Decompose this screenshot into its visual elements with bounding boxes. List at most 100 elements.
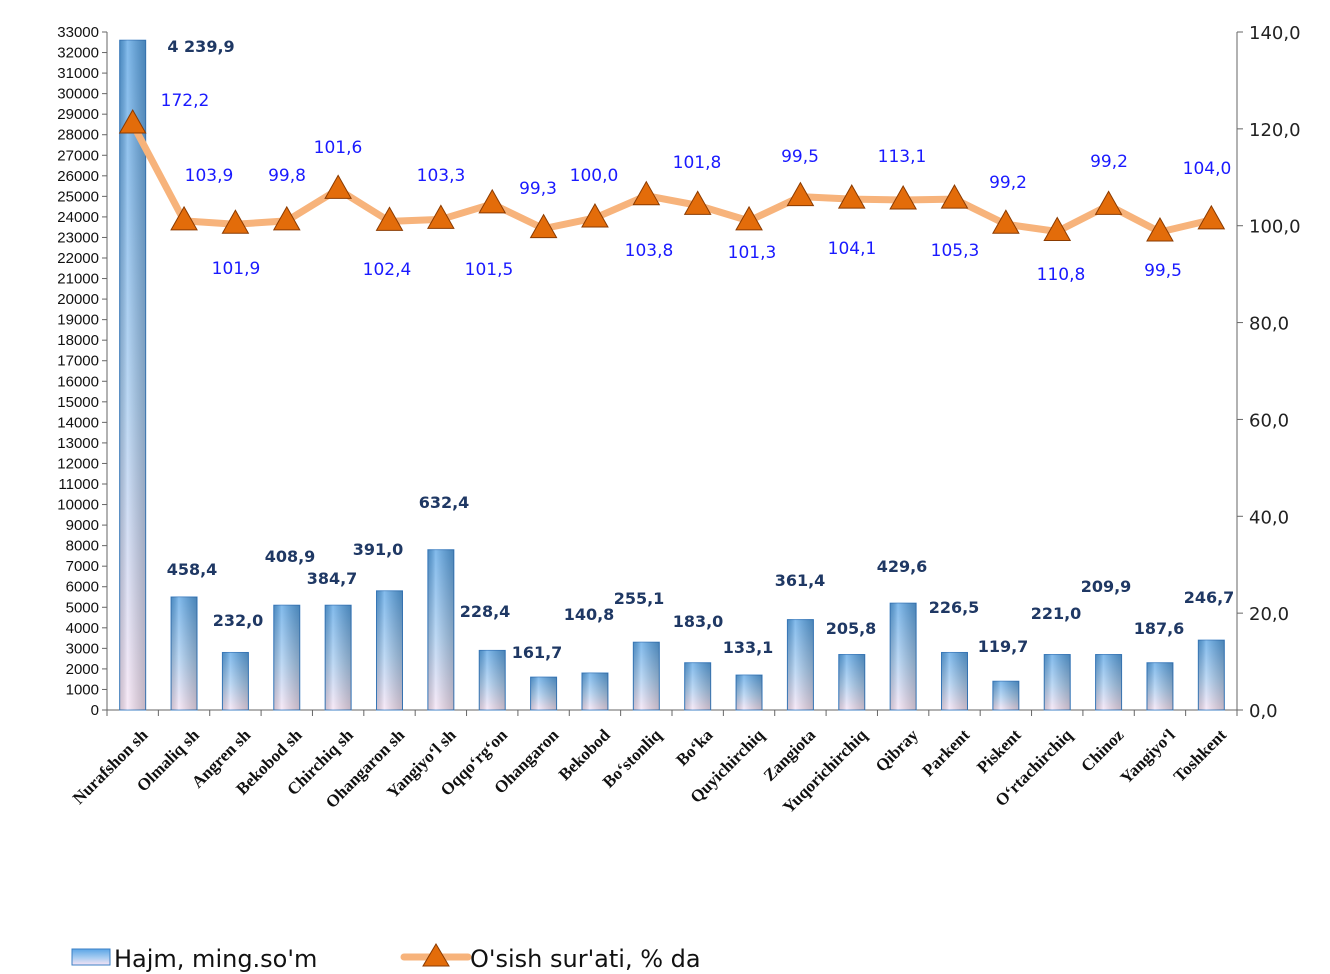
data-labels: 4 239,9 458,4 232,0 408,9 384,7 391,0 632,4 228… <box>161 37 1235 662</box>
line-marker <box>1094 190 1123 215</box>
bar-shade <box>1198 640 1225 710</box>
line-data-label: 110,8 <box>1037 265 1086 285</box>
legend: Hajm, ming.so'm O'sish sur'ati, % da <box>71 943 701 973</box>
x-tick-label: Bo‘ka <box>672 725 717 770</box>
line-marker <box>786 181 815 207</box>
bar-shade <box>1044 654 1071 710</box>
line-data-label: 99,8 <box>268 166 306 186</box>
bar-data-label: 221,0 <box>1031 604 1082 623</box>
y-tick-label-left: 14000 <box>57 414 99 431</box>
y-tick-label-left: 4000 <box>66 620 99 637</box>
y-tick-label-left: 32000 <box>57 45 99 62</box>
bar-series <box>119 39 1225 711</box>
y-tick-label-right: 120,0 <box>1249 120 1301 141</box>
line-marker <box>992 209 1020 234</box>
y-tick-label-left: 8000 <box>66 538 99 555</box>
line-marker <box>170 205 198 231</box>
y-tick-label-left: 11000 <box>58 476 99 493</box>
line-marker <box>1197 204 1226 230</box>
y-tick-label-left: 7000 <box>66 558 99 575</box>
bar-data-label: 361,4 <box>775 571 826 590</box>
line-data-label: 100,0 <box>570 166 619 186</box>
bar-data-label: 458,4 <box>167 560 218 579</box>
line-data-label: 113,1 <box>878 147 927 167</box>
bar-shade <box>736 675 763 710</box>
bar-data-label: 632,4 <box>419 493 470 512</box>
y-tick-label-left: 27000 <box>57 147 99 164</box>
legend-line-marker <box>422 943 450 967</box>
line-marker <box>940 184 969 209</box>
bar-shade <box>530 677 557 710</box>
bar-shade <box>273 605 300 710</box>
y-tick-label-left: 19000 <box>57 312 99 329</box>
y-tick-label-left: 33000 <box>57 24 99 41</box>
line-marker <box>272 205 301 231</box>
y-tick-label-right: 40,0 <box>1249 507 1289 528</box>
y-tick-label-left: 30000 <box>57 86 99 103</box>
y-tick-label-left: 16000 <box>57 373 99 390</box>
bar-data-label: 140,8 <box>564 605 615 624</box>
x-tick-label: Toshkent <box>1170 725 1231 786</box>
y-tick-label-left: 22000 <box>57 250 99 267</box>
line-data-label: 99,3 <box>519 179 557 199</box>
bar-shade <box>992 681 1019 710</box>
y-tick-label-left: 6000 <box>66 579 99 596</box>
y-tick-label-left: 13000 <box>57 435 99 452</box>
line-data-label: 101,3 <box>728 243 777 263</box>
line-marker <box>683 190 712 215</box>
y-tick-label-left: 25000 <box>57 188 99 205</box>
line-marker <box>1146 216 1174 242</box>
bar-data-label: 133,1 <box>723 638 774 657</box>
bar-shade <box>325 605 352 710</box>
bar-data-label: 408,9 <box>265 547 316 566</box>
bar-data-label: 183,0 <box>673 612 724 631</box>
x-tick-label: Parkent <box>918 725 973 780</box>
y-tick-label-left: 28000 <box>57 127 99 144</box>
y-tick-label-left: 17000 <box>57 353 99 370</box>
line-data-label: 103,8 <box>625 241 674 261</box>
x-tick-label: Nurafshon sh <box>69 725 152 808</box>
line-data-label: 99,2 <box>989 173 1027 193</box>
y-tick-label-right: 140,0 <box>1249 23 1301 44</box>
line-data-label: 99,5 <box>781 147 819 167</box>
bar-data-label: 255,1 <box>614 589 665 608</box>
bar-data-label: 226,5 <box>929 598 980 617</box>
bar-shade <box>1095 654 1122 710</box>
line-data-label: 103,9 <box>185 166 234 186</box>
y-tick-label-left: 20000 <box>57 291 99 308</box>
line-marker <box>837 184 866 209</box>
bar-data-label: 209,9 <box>1081 577 1132 596</box>
bar-data-label: 246,7 <box>1184 588 1235 607</box>
y-tick-label-left: 29000 <box>57 106 99 123</box>
y-tick-label-left: 18000 <box>57 332 99 349</box>
bar-shade <box>171 597 198 710</box>
line-data-label: 104,0 <box>1183 159 1232 179</box>
line-marker <box>221 209 250 234</box>
line-data-label: 103,3 <box>417 166 466 186</box>
y-tick-label-left: 9000 <box>66 517 99 534</box>
bar-data-label: 232,0 <box>213 611 264 630</box>
line-marker <box>632 180 661 206</box>
y-tick-label-right: 20,0 <box>1249 604 1289 625</box>
bar-data-label: 119,7 <box>978 637 1029 656</box>
y-tick-label-left: 10000 <box>57 497 99 514</box>
bar-shade <box>376 590 403 710</box>
y-tick-label-right: 0,0 <box>1249 701 1278 722</box>
bar-data-label: 4 239,9 <box>167 37 234 56</box>
line-marker <box>478 188 507 214</box>
line-marker <box>529 213 558 239</box>
y-tick-label-left: 21000 <box>57 271 99 288</box>
bar-data-label: 384,7 <box>307 569 358 588</box>
bar-data-label: 429,6 <box>877 557 928 576</box>
legend-line-label: O'sish sur'ati, % da <box>470 945 701 973</box>
line-data-label: 105,3 <box>931 241 980 261</box>
y-tick-label-left: 0 <box>91 702 99 719</box>
bar-shade <box>684 662 711 710</box>
y-tick-label-right: 80,0 <box>1249 314 1289 335</box>
growth-line <box>129 120 1215 236</box>
y-tick-label-left: 12000 <box>57 455 99 472</box>
y-tick-label-left: 15000 <box>57 394 99 411</box>
line-data-label: 102,4 <box>363 260 412 280</box>
bar-shade <box>119 40 146 710</box>
x-tick-label: Yangiyo‘l <box>1117 725 1179 787</box>
